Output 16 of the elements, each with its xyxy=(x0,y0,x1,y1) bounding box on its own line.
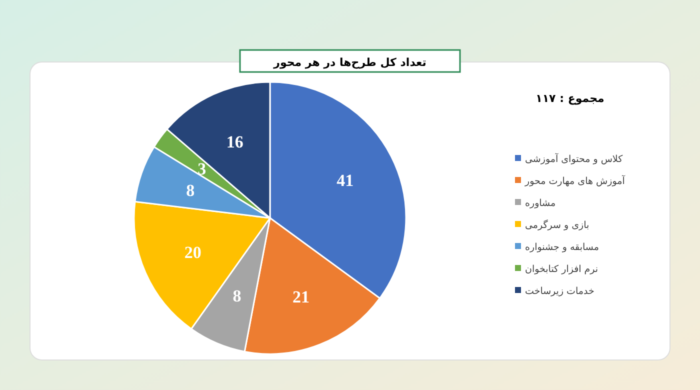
data-label: 8 xyxy=(232,286,242,306)
legend-label: کلاس و محتوای آموزشی xyxy=(525,153,624,165)
data-label: 41 xyxy=(336,170,354,190)
data-label: 20 xyxy=(184,243,202,262)
legend-label: خدمات زیرساخت xyxy=(525,286,594,297)
data-label: 21 xyxy=(292,287,310,306)
text: مجموع : ۱۱۷ xyxy=(536,92,604,105)
chart-title: تعداد کل طرح‌ها در هر محور xyxy=(272,56,426,69)
data-label: 16 xyxy=(226,132,244,152)
data-label: 3 xyxy=(198,159,206,178)
legend-label: مشاوره xyxy=(525,198,556,209)
data-label: 8 xyxy=(186,181,195,200)
legend-label: آموزش های مهارت محور xyxy=(524,175,626,187)
legend-label: بازی و سرگرمی xyxy=(525,219,590,231)
legend-label: نرم افزار کتابخوان xyxy=(525,264,598,275)
legend-label: مسابقه و جشنواره xyxy=(525,242,599,253)
